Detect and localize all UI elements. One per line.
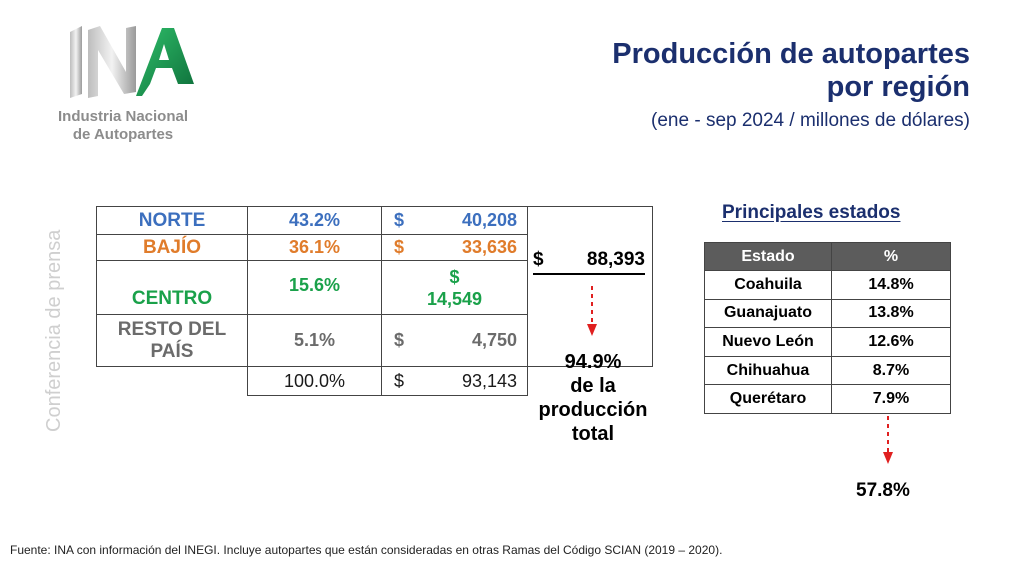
share-of-production: 94.9% de la producción total	[523, 350, 663, 446]
currency-sign: $	[394, 330, 405, 350]
region-name: RESTO DEL PAÍS	[96, 314, 248, 367]
share-line2: de la	[570, 375, 616, 397]
states-title: Principales estados	[722, 202, 901, 223]
state-pct: 7.9%	[831, 384, 951, 414]
state-pct: 13.8%	[831, 298, 951, 329]
state-name: Chihuahua	[704, 355, 832, 386]
table-row-total: 100.0% $93,143	[97, 366, 653, 396]
table-row: Guanajuato 13.8%	[704, 298, 951, 329]
page-title-block: Producción de autopartes por región (ene…	[410, 38, 970, 134]
subtotal-amount: 88,393	[586, 249, 645, 270]
region-amount: 40,208	[461, 210, 517, 230]
ina-logo-mark	[70, 26, 194, 98]
region-amount: 14,549	[426, 288, 483, 309]
total-value: $93,143	[381, 366, 528, 396]
region-pct: 5.1%	[247, 314, 382, 367]
currency-sign: $	[394, 370, 405, 391]
states-table: Estado % Coahuila 14.8% Guanajuato 13.8%…	[704, 242, 951, 414]
table-row: Chihuahua 8.7%	[704, 355, 951, 386]
region-pct: 36.1%	[247, 234, 382, 261]
ina-logo: Industria Nacional de Autopartes	[40, 22, 210, 147]
region-table: NORTE 43.2% $40,208 BAJÍO 36.1% $33,636 …	[96, 206, 653, 396]
region-name: NORTE	[96, 206, 248, 235]
share-line4: total	[571, 423, 615, 445]
region-amount: 4,750	[471, 330, 517, 350]
column-header: %	[831, 242, 951, 271]
state-pct: 8.7%	[831, 355, 951, 386]
table-row: RESTO DEL PAÍS 5.1% $4,750	[96, 314, 653, 367]
states-total: 57.8%	[856, 480, 910, 501]
currency-sign: $	[533, 249, 544, 270]
page-title-line1: Producción de autopartes	[612, 38, 970, 70]
logo-name-line2: de Autopartes	[72, 126, 174, 143]
state-name: Nuevo León	[704, 327, 832, 357]
arrow-down-icon	[587, 286, 597, 336]
subtotal-value: $ 88,393	[533, 249, 645, 275]
region-name: BAJÍO	[96, 234, 248, 261]
region-pct: 15.6%	[247, 260, 382, 315]
source-footnote: Fuente: INA con información del INEGI. I…	[10, 543, 723, 557]
region-name-line2: PAÍS	[150, 340, 194, 362]
arrow-down-icon	[883, 416, 893, 464]
column-header: Estado	[704, 242, 832, 271]
region-name: CENTRO	[96, 260, 248, 315]
region-value: $ 14,549	[381, 260, 528, 315]
state-name: Coahuila	[704, 270, 832, 300]
logo-name-line1: Industria Nacional	[57, 108, 189, 125]
state-name: Guanajuato	[704, 298, 832, 329]
total-amount: 93,143	[461, 370, 517, 391]
total-pct: 100.0%	[247, 366, 382, 396]
table-row: Querétaro 7.9%	[704, 384, 951, 414]
table-header-row: Estado %	[704, 242, 951, 271]
table-row: Nuevo León 12.6%	[704, 327, 951, 357]
state-pct: 14.8%	[831, 270, 951, 300]
share-line3: producción	[538, 399, 648, 421]
side-label: Conferencia de prensa	[43, 229, 65, 432]
page-subtitle: (ene - sep 2024 / millones de dólares)	[651, 110, 970, 131]
table-row: NORTE 43.2% $40,208	[96, 206, 653, 367]
subtotal-cell	[527, 206, 653, 367]
currency-sign: $	[449, 266, 460, 287]
region-name-line1: RESTO DEL	[117, 318, 227, 340]
region-value: $40,208	[381, 206, 528, 235]
state-name: Querétaro	[704, 384, 832, 414]
region-value: $4,750	[381, 314, 528, 367]
region-value: $33,636	[381, 234, 528, 261]
table-row: Coahuila 14.8%	[704, 270, 951, 300]
table-row: CENTRO 15.6% $ 14,549	[96, 260, 653, 315]
currency-sign: $	[394, 237, 405, 257]
state-pct: 12.6%	[831, 327, 951, 357]
region-pct: 43.2%	[247, 206, 382, 235]
currency-sign: $	[394, 210, 405, 230]
page-title-line2: por región	[826, 71, 970, 103]
region-amount: 33,636	[461, 237, 517, 257]
share-line1: 94.9%	[564, 351, 622, 373]
